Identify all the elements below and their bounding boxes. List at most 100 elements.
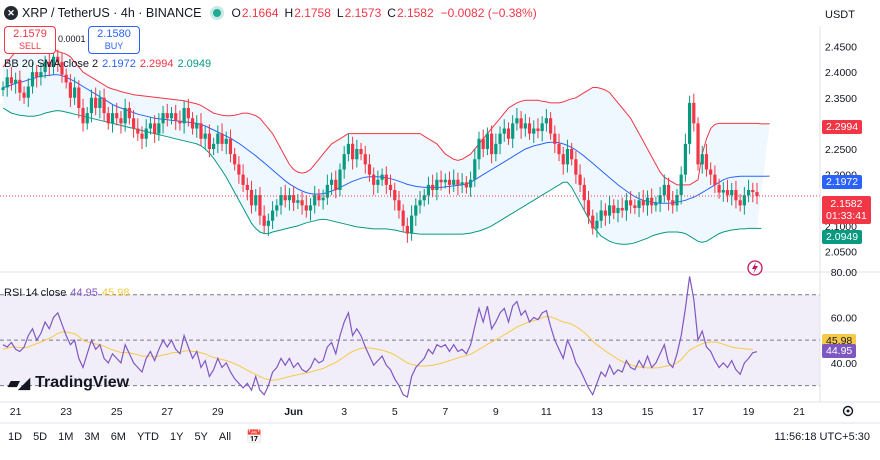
candle <box>115 102 119 126</box>
candle <box>713 165 717 194</box>
timeframe-ytd[interactable]: YTD <box>136 431 159 443</box>
candle-body <box>39 72 43 78</box>
candle <box>742 186 746 215</box>
candle-body <box>94 97 98 108</box>
candle-body <box>734 190 738 201</box>
candle-body <box>595 220 599 229</box>
candle <box>746 179 751 203</box>
candle-body <box>157 123 161 134</box>
candle <box>473 149 477 187</box>
candle-body <box>245 184 249 190</box>
candle-body <box>464 182 468 188</box>
candle <box>5 69 9 97</box>
timeframe-1y[interactable]: 1Y <box>169 431 184 443</box>
candle <box>258 186 262 225</box>
sell-button[interactable]: 2.1579 SELL <box>4 26 56 54</box>
candle-body <box>620 207 624 211</box>
time-tick-label: 19 <box>743 406 755 418</box>
candle <box>131 110 136 138</box>
candle-body <box>414 205 418 216</box>
candle <box>477 131 481 170</box>
timeframe-5d[interactable]: 5D <box>33 431 48 443</box>
calendar-icon[interactable]: 📅 <box>246 429 263 444</box>
candle-body <box>254 195 258 206</box>
candle-body <box>228 138 233 155</box>
lightning-icon[interactable] <box>747 260 763 276</box>
rsi-tick-label: 40.00 <box>831 358 857 370</box>
ohlc-key: C <box>387 6 396 20</box>
currency-selector[interactable]: USDT <box>825 9 855 21</box>
candle <box>409 205 414 241</box>
ohlc-value: 2.1758 <box>294 6 331 20</box>
candle-body <box>77 87 81 108</box>
candle-body <box>515 118 519 124</box>
candle <box>456 172 460 196</box>
price-tick-label: 2.3500 <box>825 93 857 105</box>
symbol-title[interactable]: XRP / TetherUS · 4h · BINANCE <box>22 6 202 20</box>
candle-body <box>300 200 304 206</box>
current-price-label: 2.1582 01:33:41 <box>822 196 871 224</box>
bb-legend-label: BB 20 SMA close 2 <box>4 58 99 70</box>
candle <box>77 80 81 119</box>
bb-legend[interactable]: BB 20 SMA close 2 2.1972 2.2994 2.0949 <box>4 58 211 70</box>
candle <box>228 129 233 163</box>
timeframe-3m[interactable]: 3M <box>84 431 100 443</box>
candle-body <box>393 190 397 201</box>
candle-body <box>131 118 136 129</box>
tradingview-logo: ▰◢ TradingView <box>8 374 129 392</box>
candle-body <box>325 184 329 198</box>
timeframe-all[interactable]: All <box>218 431 232 443</box>
candle-body <box>355 149 359 160</box>
candle <box>233 147 237 171</box>
candle-body <box>106 113 110 124</box>
buy-button[interactable]: 2.1580 BUY <box>88 26 140 54</box>
candle-body <box>43 61 47 73</box>
candle-body <box>233 154 237 165</box>
candle-body <box>388 184 393 190</box>
candle <box>565 139 570 173</box>
candle-body <box>532 128 536 134</box>
candle-body <box>443 179 447 183</box>
timeframe-1m[interactable]: 1M <box>58 431 74 443</box>
timeframe-1d[interactable]: 1D <box>8 431 23 443</box>
candle-body <box>98 97 102 108</box>
candle-body <box>616 207 620 214</box>
candle <box>376 170 380 194</box>
candle-body <box>81 108 85 124</box>
candle <box>725 179 730 203</box>
candle-body <box>422 195 426 201</box>
candle <box>641 190 645 213</box>
sell-label: SELL <box>18 41 42 51</box>
time-tick-label: 17 <box>692 406 704 418</box>
candle-body <box>700 154 704 165</box>
time-tick-label: 13 <box>591 406 603 418</box>
candle-body <box>582 184 586 201</box>
candle-body <box>650 197 654 206</box>
candle-body <box>544 118 548 124</box>
candle <box>388 174 393 198</box>
candle-body <box>237 164 241 175</box>
utc-clock[interactable]: 11:56:18 UTC+5:30 <box>774 431 871 443</box>
candle <box>620 197 624 218</box>
candle <box>212 137 216 156</box>
timeframe-5y[interactable]: 5Y <box>194 431 208 443</box>
candle-body <box>241 174 245 185</box>
candle <box>81 98 85 132</box>
candle <box>203 126 207 149</box>
candle <box>89 89 94 123</box>
rsi-legend[interactable]: RSI 14 close 44.95 45.98 <box>4 287 129 299</box>
timeframe-6m[interactable]: 6M <box>110 431 126 443</box>
candle-body <box>704 154 709 170</box>
candle-body <box>14 79 18 84</box>
candle <box>153 115 157 143</box>
settings-gear-icon[interactable] <box>842 405 854 417</box>
candle <box>717 178 721 199</box>
bb-basis-value: 2.1972 <box>102 58 136 70</box>
candle-body <box>338 169 342 190</box>
candle <box>553 125 557 154</box>
candle <box>393 182 397 211</box>
candle <box>578 164 582 193</box>
candle <box>591 209 595 235</box>
time-tick-label: 25 <box>111 406 123 418</box>
